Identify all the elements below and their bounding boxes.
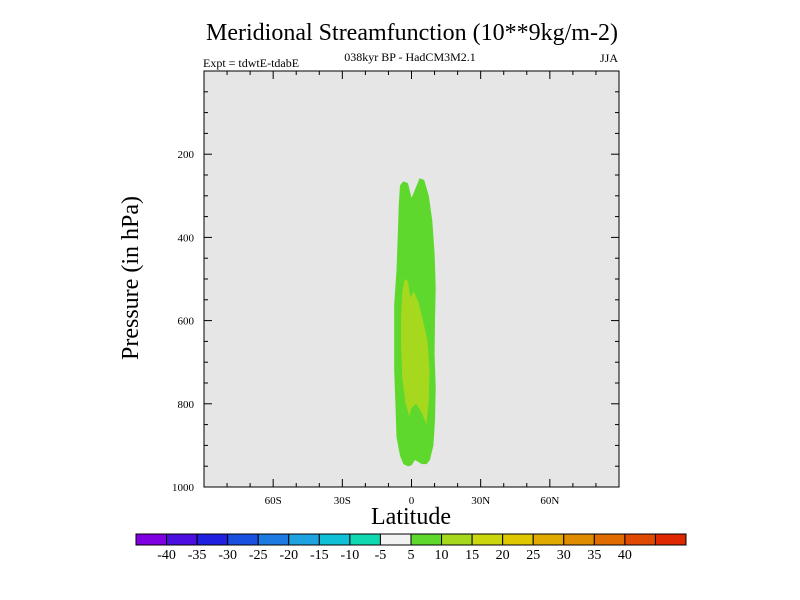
colorbar-label: -15 [310, 548, 329, 563]
y-tick-label: 600 [178, 316, 195, 328]
colorbar-swatch [624, 533, 656, 546]
y-axis-ticks: 200 400 600 800 1000 [172, 149, 619, 494]
experiment-label: Expt = tdwtE-tdabE [203, 56, 299, 70]
colorbar-swatch [166, 533, 198, 546]
colorbar-swatch [563, 533, 595, 546]
colorbar-swatch [654, 533, 687, 546]
contour-regions [394, 178, 436, 467]
colorbar-label: 30 [557, 548, 571, 563]
colorbar-label: -40 [157, 548, 176, 563]
colorbar-label: 5 [408, 548, 415, 563]
colorbar-swatch [502, 533, 534, 546]
x-axis-label: Latitude [371, 504, 451, 530]
minor-ticks [204, 71, 619, 487]
colorbar-label: -10 [341, 548, 360, 563]
x-tick-label: 60N [540, 495, 559, 507]
chart-subtitle: 038kyr BP - HadCM3M2.1 [344, 50, 476, 64]
colorbar-label: 35 [587, 548, 601, 563]
colorbar-label: -35 [188, 548, 207, 563]
colorbar-swatch [349, 533, 381, 546]
colorbar-label: -20 [279, 548, 298, 563]
colorbar-swatch [227, 533, 259, 546]
colorbar-label: 20 [496, 548, 510, 563]
y-tick-label: 1000 [172, 482, 195, 494]
x-tick-label: 60S [265, 495, 282, 507]
colorbar-label: 25 [526, 548, 540, 563]
chart-title: Meridional Streamfunction (10**9kg/m-2) [206, 20, 618, 46]
plot-area: 60S 30S 0 30N 60N 200 400 600 800 1000 [172, 70, 620, 507]
colorbar-label: -5 [375, 548, 387, 563]
colorbar-swatch [593, 533, 626, 546]
colorbar-swatch [288, 533, 320, 546]
colorbar-label: 10 [435, 548, 449, 563]
x-tick-label: 0 [409, 495, 415, 507]
colorbar-swatch [196, 533, 229, 546]
colorbar-label: -30 [218, 548, 237, 563]
colorbar-swatch [257, 533, 290, 546]
contour-region-2 [401, 279, 430, 425]
y-axis-label: Pressure (in hPa) [118, 196, 144, 360]
colorbar-swatch [441, 533, 473, 546]
colorbar-label: 15 [465, 548, 479, 563]
colorbar-swatch [135, 533, 168, 546]
colorbar-label: 40 [618, 548, 632, 563]
colorbar-swatch [410, 533, 443, 546]
x-tick-label: 30N [471, 495, 490, 507]
colorbar-swatch [318, 533, 351, 546]
y-tick-label: 400 [178, 232, 195, 244]
colorbar: -40 -35 -30 -25 -20 -15 -10 -5 5 10 15 20 25 30 35 40 [135, 533, 687, 563]
x-axis-ticks: 60S 30S 0 30N 60N [265, 71, 559, 507]
x-tick-label: 30S [334, 495, 351, 507]
colorbar-label: -25 [249, 548, 268, 563]
y-tick-label: 800 [178, 399, 195, 411]
season-label: JJA [600, 51, 618, 65]
colorbar-swatch [379, 533, 412, 546]
y-tick-label: 200 [178, 149, 195, 161]
colorbar-swatch [532, 533, 565, 546]
colorbar-swatch [471, 533, 504, 546]
